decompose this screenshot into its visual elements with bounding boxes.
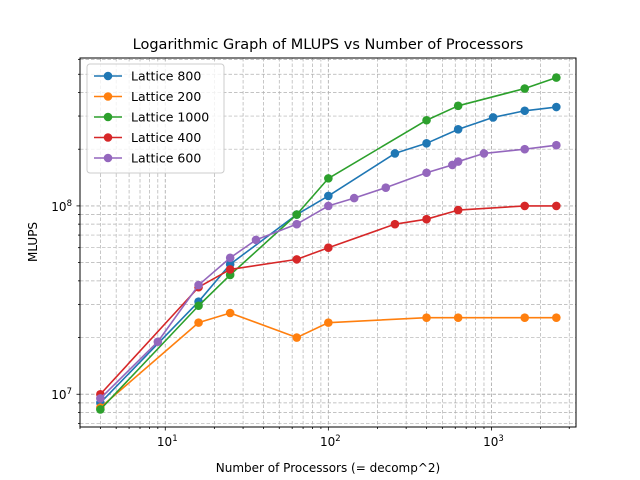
y-tick-label: 108 <box>51 199 72 214</box>
data-point <box>324 201 333 211</box>
legend-item: Lattice 1000 <box>94 110 209 125</box>
data-point <box>453 157 463 166</box>
series-line <box>99 205 557 395</box>
data-point <box>225 253 235 263</box>
data-point <box>324 243 333 252</box>
data-point <box>422 214 431 224</box>
y-tick-label: 107 <box>51 387 72 402</box>
data-point <box>552 201 561 211</box>
legend-item: Lattice 600 <box>94 151 201 166</box>
legend-item: Lattice 400 <box>94 130 201 145</box>
data-point <box>349 193 359 203</box>
legend-item: Lattice 200 <box>94 89 201 104</box>
data-point <box>520 313 530 322</box>
data-point <box>251 235 261 245</box>
data-point <box>488 113 498 122</box>
data-point <box>453 313 463 322</box>
data-point <box>96 394 105 403</box>
data-point <box>194 280 203 290</box>
data-point <box>453 125 463 134</box>
data-point <box>194 301 203 311</box>
legend-marker <box>103 153 113 163</box>
data-point <box>422 313 431 322</box>
x-axis-label: Number of Processors (= decomp^2) <box>216 461 440 475</box>
data-point <box>292 219 302 229</box>
y-axis-label: MLUPS <box>26 222 40 262</box>
chart-title: Logarithmic Graph of MLUPS vs Number of … <box>133 37 524 53</box>
data-point <box>520 144 530 154</box>
series-lines <box>96 73 561 414</box>
data-point <box>381 183 391 192</box>
data-point <box>96 405 105 414</box>
x-tick-label: 101 <box>157 434 178 449</box>
data-point <box>552 140 561 150</box>
legend-item: Lattice 800 <box>94 69 201 84</box>
data-point <box>390 149 400 158</box>
data-point <box>422 115 431 125</box>
data-point <box>153 337 163 347</box>
legend: Lattice 800 Lattice 200 Lattice 1000 Lattic… <box>86 63 225 174</box>
data-point <box>292 255 302 264</box>
legend-label: Lattice 400 <box>131 130 201 145</box>
series-lattice-600 <box>96 140 561 403</box>
legend-label: Lattice 600 <box>131 151 201 166</box>
data-point <box>520 201 530 211</box>
data-point <box>292 210 302 219</box>
data-point <box>292 333 302 342</box>
legend-label: Lattice 1000 <box>131 110 209 125</box>
x-tick-label: 103 <box>483 434 504 449</box>
data-point <box>520 106 530 116</box>
x-tick-label: 102 <box>320 434 341 449</box>
legend-label: Lattice 800 <box>131 69 201 84</box>
data-point <box>552 102 561 112</box>
legend-marker <box>103 92 113 101</box>
data-point <box>453 205 463 215</box>
legend-label: Lattice 200 <box>131 89 201 104</box>
data-point <box>324 174 333 183</box>
data-point <box>552 73 561 82</box>
axis-ticks: 101 102 103 107 108 <box>51 58 570 449</box>
data-point <box>479 149 489 158</box>
data-point <box>225 308 235 318</box>
data-point <box>422 138 431 148</box>
legend-box <box>86 63 225 174</box>
data-point <box>422 168 431 178</box>
data-point <box>194 318 203 327</box>
series-lattice-1000 <box>96 73 561 414</box>
data-point <box>390 219 400 229</box>
data-point <box>324 318 333 327</box>
legend-marker <box>103 112 113 122</box>
data-point <box>520 84 530 93</box>
data-point <box>453 101 463 111</box>
legend-marker <box>103 133 113 142</box>
data-point <box>552 313 561 322</box>
legend-marker <box>103 71 113 81</box>
data-point <box>225 265 235 274</box>
data-point <box>324 191 333 201</box>
